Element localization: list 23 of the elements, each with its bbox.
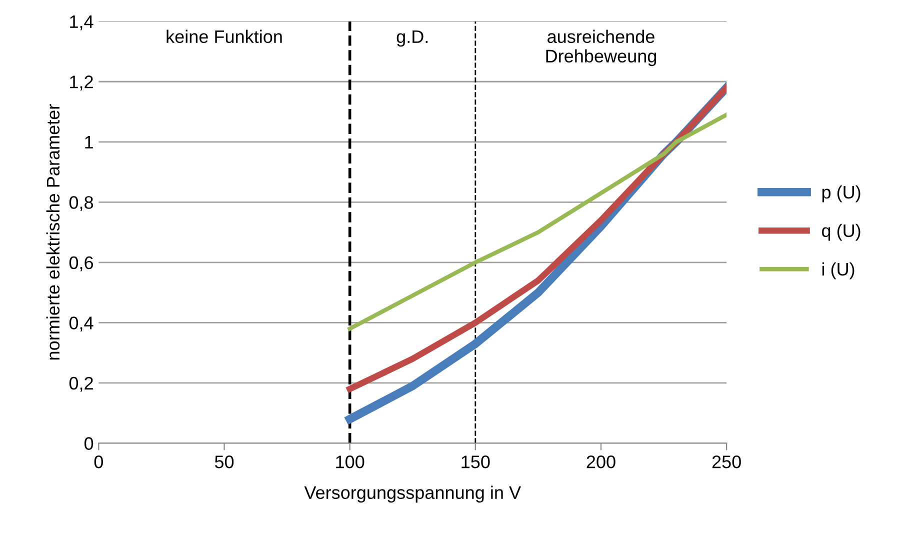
x-tick-label: 150	[462, 456, 490, 468]
y-tick-label: 1	[85, 136, 93, 148]
legend-label: q (U)	[822, 224, 860, 241]
line-series	[348, 112, 727, 331]
x-tick-label: 100	[336, 456, 364, 468]
x-axis-title: Versorgungsspannung in V	[304, 486, 521, 503]
y-tick-label: 0,2	[69, 376, 93, 392]
x-tick-label: 50	[214, 456, 234, 468]
y-tick-label: 1,2	[70, 76, 93, 90]
x-tick-label: 0	[94, 456, 103, 468]
legend-label: i (U)	[822, 262, 854, 280]
y-tick-label: 0	[84, 437, 94, 450]
legend-label: p (U)	[822, 185, 860, 202]
y-tick-label: 0,4	[69, 316, 94, 332]
annotation: ausreichende Drehbeweung	[546, 30, 656, 66]
x-tick-label: 200	[586, 456, 616, 468]
annotation: keine Funktion	[166, 30, 282, 44]
y-axis-title: normierte elektrische Parameter	[46, 104, 60, 360]
annotation: g.D.	[396, 30, 428, 47]
x-tick-label: 250	[712, 456, 741, 468]
y-tick-label: 0,6	[69, 256, 94, 272]
y-tick-label: 0,8	[69, 196, 94, 212]
y-tick-label: 1,4	[70, 15, 94, 30]
